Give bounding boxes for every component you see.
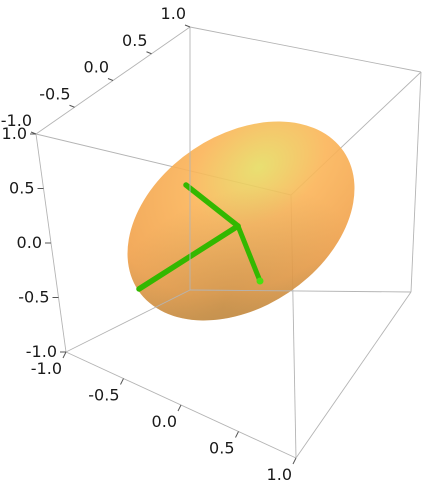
box-edge-8 xyxy=(65,289,191,353)
y-axis-tick xyxy=(120,378,124,385)
principal-axis-vectors xyxy=(136,182,264,292)
x-axis-tick xyxy=(107,78,114,81)
box-edge-9 xyxy=(189,289,412,293)
y-axis-tick-label: 1.0 xyxy=(267,465,292,482)
x-axis-tick-label: 1.0 xyxy=(161,4,186,23)
box-edge-4 xyxy=(295,291,412,459)
y-axis-tick-label: -0.5 xyxy=(88,386,119,405)
ellipsoid-shading xyxy=(127,121,355,321)
x-axis-tick-label: -0.5 xyxy=(39,84,70,103)
z-axis-tick-label: -1.0 xyxy=(26,342,57,361)
x-axis-tick-label: -1.0 xyxy=(1,111,32,130)
axis-ticks: -1.0-0.50.00.51.0-1.0-0.50.00.51.0-1.0-0… xyxy=(1,4,297,482)
axis-vector-3-tip xyxy=(256,277,264,285)
axis-vector-3 xyxy=(235,223,263,284)
y-axis-tick xyxy=(62,351,67,359)
z-axis-tick-label: -0.5 xyxy=(18,288,49,307)
axis-vector-1 xyxy=(183,182,241,229)
ellipsoid-surface xyxy=(127,121,355,321)
x-axis-tick xyxy=(69,104,75,108)
box-edge-2 xyxy=(189,26,422,73)
y-axis-tick xyxy=(292,457,297,465)
z-axis-tick-label: 1.0 xyxy=(2,124,27,143)
x-axis-tick-label: 0.0 xyxy=(84,58,109,77)
y-axis-tick-label: 0.0 xyxy=(152,412,177,431)
y-axis-tick xyxy=(177,404,182,412)
x-axis-tick xyxy=(146,51,152,55)
axis-vector-2 xyxy=(136,223,241,292)
z-axis-tick-label: 0.0 xyxy=(17,233,42,252)
box-edge-3 xyxy=(410,71,422,293)
y-axis-tick-label: -1.0 xyxy=(31,359,62,378)
z-axis-tick-label: 0.5 xyxy=(9,179,34,198)
y-axis-tick-label: 0.5 xyxy=(209,439,234,458)
y-axis-tick xyxy=(235,431,239,438)
x-axis-tick xyxy=(184,24,191,28)
x-axis-tick-label: 0.5 xyxy=(122,31,147,50)
